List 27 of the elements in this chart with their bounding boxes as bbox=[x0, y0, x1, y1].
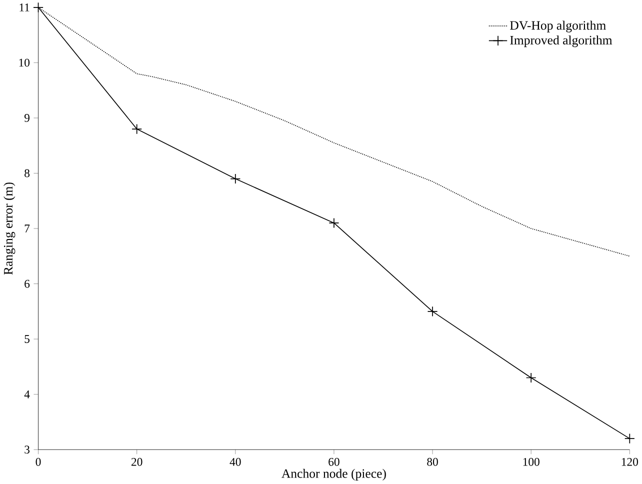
y-tick-label: 9 bbox=[24, 114, 30, 122]
x-tick-label: 40 bbox=[230, 458, 241, 466]
point bbox=[526, 372, 536, 383]
point bbox=[132, 124, 142, 134]
y-tick-label: 10 bbox=[19, 58, 30, 67]
y-tick-label: 11 bbox=[20, 4, 30, 12]
y-tick-label: 7 bbox=[24, 224, 30, 232]
legend-label: Improved algorithm bbox=[510, 35, 612, 48]
x-tick-label: 20 bbox=[131, 458, 142, 466]
point bbox=[624, 433, 635, 444]
x-tick-label: 100 bbox=[523, 458, 540, 466]
x-tick-label: 80 bbox=[427, 458, 438, 466]
y-tick-label: 8 bbox=[24, 169, 30, 178]
y-axis-title: Ranging error (m) bbox=[4, 182, 16, 275]
point bbox=[230, 174, 241, 184]
point bbox=[427, 306, 438, 317]
legend-label: DV-Hop algorithm bbox=[510, 20, 606, 32]
y-tick-label: 5 bbox=[24, 335, 30, 343]
x-axis-title: Anchor node (piece) bbox=[282, 468, 386, 480]
x-tick-label: 60 bbox=[328, 458, 340, 466]
point bbox=[328, 218, 340, 228]
y-tick-label: 4 bbox=[24, 390, 30, 398]
x-tick-label: 0 bbox=[36, 458, 41, 466]
y-tick-label: 6 bbox=[24, 280, 30, 288]
point bbox=[33, 2, 44, 13]
y-tick-label: 3 bbox=[24, 446, 30, 454]
x-tick-label: 120 bbox=[622, 458, 638, 466]
